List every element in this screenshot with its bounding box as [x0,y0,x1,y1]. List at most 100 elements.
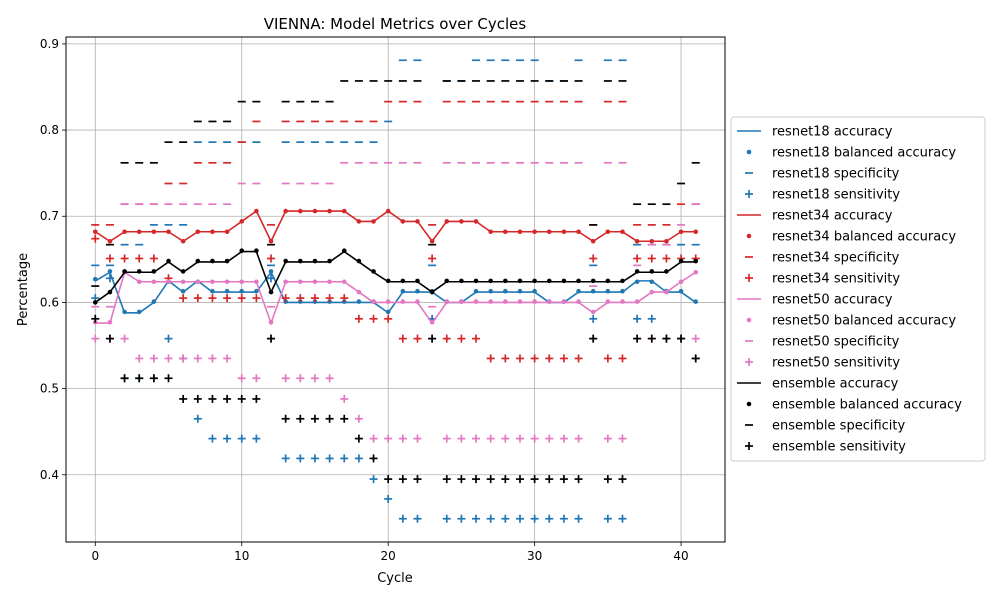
legend-label: ensemble accuracy [772,377,899,392]
legend-entry: resnet34 accuracy [737,209,893,224]
resnet50-balanced-accuracy-point [620,299,625,304]
resnet18-sensitivity-point [354,454,363,463]
resnet50-balanced-accuracy-point [151,279,157,285]
resnet50-balanced-accuracy-point [356,289,362,295]
resnet34-balanced-accuracy-point [517,229,523,235]
resnet34-balanced-accuracy-point [254,208,259,214]
ensemble-sensitivity-point [281,414,290,423]
ensemble-sensitivity-point [384,475,393,484]
ensemble-balanced-accuracy-point [341,248,347,254]
resnet18-sensitivity-point [340,454,349,463]
ensemble-balanced-accuracy-point [224,258,230,264]
resnet18-sensitivity-point [589,314,598,323]
resnet50-balanced-accuracy-point [546,299,552,304]
legend-label: resnet18 specificity [772,167,900,182]
ensemble-balanced-accuracy-point [400,278,406,284]
resnet50-balanced-accuracy-point [649,289,655,295]
y-tick-label: 0.4 [40,468,59,482]
plot-series [91,59,700,523]
ensemble-sensitivity-point [398,475,407,484]
ensemble-balanced-accuracy-point [166,258,171,264]
resnet34-sensitivity-point [105,254,114,263]
resnet34-sensitivity-point [281,294,290,303]
y-tick-label: 0.8 [40,123,59,137]
ensemble-sensitivity-point [369,454,378,463]
resnet34-sensitivity-point [310,294,319,303]
legend-label: resnet50 sensitivity [772,356,900,371]
legend-frame [730,116,986,462]
resnet34-accuracy-line [94,209,696,244]
resnet50-balanced-accuracy-point [576,299,581,304]
resnet18-sensitivity-point [208,434,217,443]
resnet50-balanced-accuracy-point [136,279,142,285]
resnet34-balanced-accuracy-point [488,229,493,235]
ensemble-balanced-accuracy-point [385,278,391,284]
resnet18-sensitivity-point [472,514,481,523]
resnet34-balanced-accuracy-point [122,229,127,235]
resnet34-balanced-accuracy-point [503,229,508,235]
ensemble-sensitivity-point [501,475,510,484]
resnet18-balanced-accuracy-point [385,309,391,315]
resnet34-balanced-accuracy-point [664,238,669,244]
resnet34-sensitivity-point [515,354,524,363]
legend-entry: resnet34 specificity [745,251,900,266]
resnet34-balanced-accuracy-point [400,219,406,224]
resnet34-sensitivity-point [603,354,612,363]
resnet34-balanced-accuracy-point [356,219,362,224]
resnet18-sensitivity-point [530,514,539,523]
resnet34-balanced-accuracy-point [268,238,274,244]
plot-frame [65,36,726,543]
resnet18-balanced-accuracy-point [415,288,420,294]
resnet50-balanced-accuracy-point [107,319,113,325]
resnet18-sensitivity-point [369,475,378,484]
ensemble-sensitivity-point [267,334,276,343]
resnet50-balanced-accuracy-point [488,299,493,304]
ensemble-balanced-accuracy-point [503,278,508,284]
resnet34-sensitivity-point [413,334,422,343]
resnet50-sensitivity-point [545,434,554,443]
legend-swatch-dot [746,149,752,155]
resnet50-sensitivity-point [369,434,378,443]
ensemble-sensitivity-point [428,334,437,343]
resnet50-balanced-accuracy-point [590,309,596,315]
resnet50-sensitivity-point [91,334,100,343]
resnet18-balanced-accuracy-point [488,288,493,294]
resnet34-balanced-accuracy-point [92,229,98,235]
resnet18-balanced-accuracy-point [473,288,479,294]
legend-entry: resnet50 specificity [745,335,900,350]
ensemble-sensitivity-point [164,374,173,383]
resnet34-sensitivity-point [574,354,583,363]
resnet50-sensitivity-point [472,434,481,443]
legend-label: resnet34 specificity [772,251,900,266]
resnet34-balanced-accuracy-point [385,208,391,214]
resnet34-balanced-accuracy-point [532,229,537,235]
resnet34-sensitivity-point [633,254,642,263]
ensemble-balanced-accuracy-point [605,278,611,284]
legend-label: resnet18 balanced accuracy [772,146,956,161]
resnet18-sensitivity-point [559,514,568,523]
resnet50-balanced-accuracy-point [415,299,420,304]
resnet34-balanced-accuracy-point [429,238,435,244]
resnet50-sensitivity-point [603,434,612,443]
ensemble-sensitivity-point [193,394,202,403]
resnet18-balanced-accuracy-point [180,288,186,294]
resnet18-sensitivity-point [618,514,627,523]
ensemble-balanced-accuracy-point [678,258,684,264]
resnet50-balanced-accuracy-point [268,319,274,325]
resnet50-accuracy-line [95,271,697,326]
ensemble-sensitivity-point [354,434,363,443]
resnet34-sensitivity-point [457,334,466,343]
resnet18-sensitivity-point [457,514,466,523]
ensemble-balanced-accuracy-point [488,278,493,284]
resnet18-sensitivity-point [164,334,173,343]
ensemble-sensitivity-point [237,394,246,403]
ensemble-balanced-accuracy-point [92,300,98,305]
axis-ticks: 0 10 20 30 40 0.4 0.5 0.6 0.7 0.8 0.9 [40,37,689,563]
ensemble-balanced-accuracy-point [473,278,479,284]
legend-entry: resnet18 specificity [745,167,900,182]
legend-label: resnet18 sensitivity [772,188,900,203]
resnet18-sensitivity-point [325,454,334,463]
resnet50-balanced-accuracy-point [224,279,230,285]
resnet18-sensitivity-point [603,514,612,523]
ensemble-balanced-accuracy-point [634,269,640,274]
